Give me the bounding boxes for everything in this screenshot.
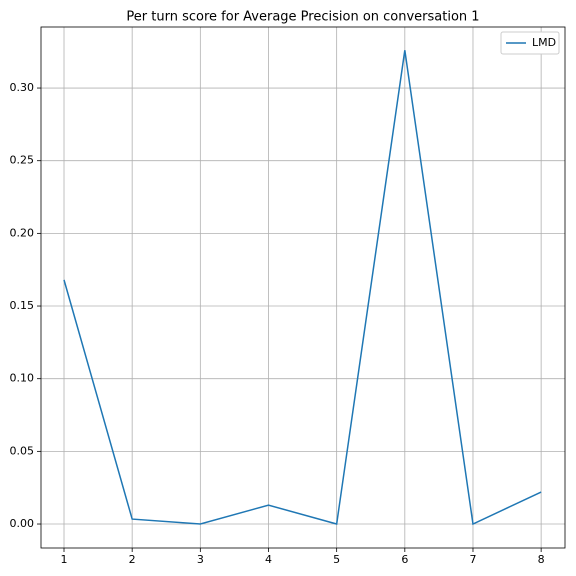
- x-tick-label: 6: [401, 553, 408, 566]
- x-tick-label: 4: [265, 553, 272, 566]
- y-tick-label: 0.30: [10, 81, 35, 94]
- y-tick-label: 0.25: [10, 154, 35, 167]
- line-series: [63, 50, 542, 526]
- x-tick-label: 7: [469, 553, 476, 566]
- legend-box: [500, 31, 560, 55]
- x-tick-label: 1: [61, 553, 68, 566]
- y-tick-label: 0.00: [10, 517, 35, 530]
- y-tick-label: 0.05: [10, 444, 35, 457]
- x-tick-label: 8: [538, 553, 545, 566]
- y-tick-label: 0.10: [10, 372, 35, 385]
- legend-label: LMD: [532, 36, 556, 49]
- x-tick-label: 5: [333, 553, 340, 566]
- x-tick-label: 3: [197, 553, 204, 566]
- chart-title: Per turn score for Average Precision on …: [126, 10, 479, 25]
- y-tick-label: 0.20: [10, 226, 35, 239]
- x-tick-label: 2: [129, 553, 136, 566]
- plot-frame: [40, 26, 566, 549]
- y-tick-label: 0.15: [10, 299, 35, 312]
